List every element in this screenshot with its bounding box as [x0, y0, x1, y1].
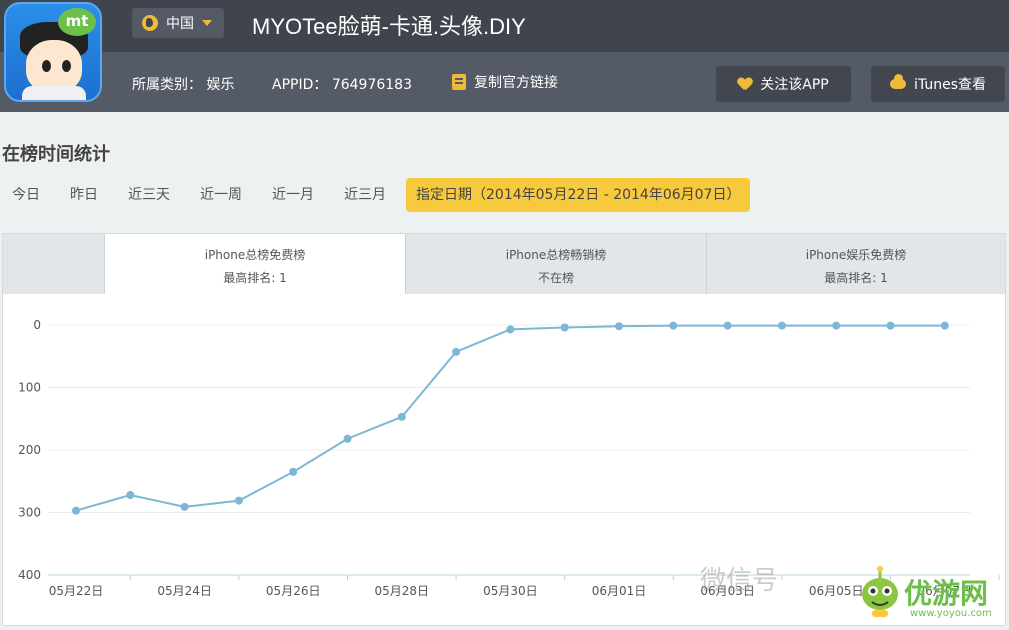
- data-point: [289, 467, 298, 476]
- globe-icon: [142, 15, 158, 31]
- range-tab-yesterday[interactable]: 昨日: [70, 187, 98, 203]
- range-tab-week[interactable]: 近一周: [200, 187, 242, 203]
- chart-panel: iPhone总榜免费榜 最高排名: 1 iPhone总榜畅销榜 不在榜 iPho…: [2, 233, 1006, 626]
- copy-official-link[interactable]: 复制官方链接: [452, 72, 558, 92]
- tab-title: iPhone总榜免费榜: [204, 248, 306, 262]
- document-icon: [452, 74, 466, 90]
- heart-icon: [738, 78, 752, 91]
- chevron-down-icon: [202, 20, 212, 26]
- range-tab-today[interactable]: 今日: [12, 187, 40, 203]
- tab-iphone-grossing[interactable]: iPhone总榜畅销榜 不在榜: [405, 234, 706, 294]
- x-tick-label: 05月22日: [49, 584, 104, 598]
- app-header: mt 中国 MYOTee脸萌-卡通.头像.DIY 所属类别： 娱乐 APPID：…: [0, 0, 1009, 112]
- tab-sub: 最高排名: 1: [223, 271, 287, 285]
- brand-name: 优游网: [904, 577, 989, 610]
- x-tick-label: 05月30日: [483, 584, 538, 598]
- app-icon: mt: [4, 2, 102, 102]
- data-point: [126, 491, 135, 499]
- section-title: 在榜时间统计: [2, 144, 110, 165]
- appid-value: 764976183: [331, 77, 412, 93]
- x-tick-label: 06月05日: [809, 584, 864, 598]
- region-selector[interactable]: 中国: [132, 8, 224, 38]
- icon-body: [22, 86, 86, 100]
- icon-eye-right: [62, 60, 71, 72]
- x-tick-label: 05月28日: [375, 584, 430, 598]
- wechat-watermark: 微信号: [700, 566, 779, 596]
- y-tick-label: 0: [33, 318, 41, 332]
- rank-line-chart: 0 100 200 300 400 05月22日 05月24日 05月26日 05月28日 05月…: [18, 318, 1000, 598]
- x-tick-label: 06月01日: [592, 584, 647, 598]
- range-tab-month[interactable]: 近一月: [272, 187, 314, 203]
- x-tick-label: 06月07日: [918, 584, 973, 598]
- mascot-icon: [862, 566, 898, 617]
- data-point: [234, 496, 243, 505]
- mt-badge-icon: mt: [58, 8, 96, 36]
- data-point: [397, 412, 406, 421]
- y-tick-label: 200: [18, 443, 41, 457]
- appid-label: APPID：: [272, 77, 328, 93]
- range-tab-3months[interactable]: 近三月: [344, 187, 386, 203]
- copy-link-label: 复制官方链接: [474, 75, 558, 91]
- data-point: [615, 322, 623, 331]
- data-point: [886, 321, 895, 330]
- appid-info: APPID： 764976183: [272, 74, 412, 94]
- app-title: MYOTee脸萌-卡通.头像.DIY: [252, 14, 526, 39]
- range-tab-3days[interactable]: 近三天: [128, 187, 170, 203]
- itunes-label: iTunes查看: [914, 77, 986, 93]
- data-point: [506, 325, 515, 334]
- data-point: [669, 321, 678, 330]
- follow-app-button[interactable]: 关注该APP: [716, 66, 851, 102]
- follow-label: 关注该APP: [760, 77, 829, 93]
- tab-iphone-free[interactable]: iPhone总榜免费榜 最高排名: 1: [104, 234, 405, 294]
- data-point: [723, 321, 732, 330]
- itunes-view-button[interactable]: iTunes查看: [871, 66, 1005, 102]
- data-point: [180, 502, 189, 511]
- y-tick-label: 100: [18, 381, 41, 395]
- data-point: [72, 506, 80, 515]
- brand-url: www.yoyou.com: [910, 608, 992, 619]
- data-point: [777, 321, 786, 330]
- tab-title: iPhone娱乐免费榜: [805, 248, 907, 262]
- brand-logo: 优游网 www.yoyou.com: [852, 560, 1004, 626]
- data-point: [832, 321, 841, 330]
- y-tick-label: 300: [18, 506, 41, 520]
- chart-tabs: iPhone总榜免费榜 最高排名: 1 iPhone总榜畅销榜 不在榜 iPho…: [3, 234, 1005, 294]
- cloud-icon: [890, 74, 907, 89]
- tab-iphone-entertainment-free[interactable]: iPhone娱乐免费榜 最高排名: 1: [706, 234, 1005, 294]
- data-point: [452, 347, 461, 356]
- tab-title: iPhone总榜畅销榜: [505, 248, 607, 262]
- icon-eye-left: [42, 60, 51, 72]
- icon-face: [26, 40, 82, 92]
- category-value: 娱乐: [206, 77, 235, 93]
- data-point: [343, 434, 352, 443]
- data-point: [560, 323, 569, 332]
- category-info: 所属类别： 娱乐: [132, 74, 234, 94]
- data-point: [940, 321, 949, 330]
- category-label: 所属类别：: [132, 77, 202, 93]
- x-tick-label: 05月24日: [157, 584, 212, 598]
- range-tab-custom-date[interactable]: 指定日期（2014年05月22日 - 2014年06月07日）: [406, 178, 751, 212]
- x-tick-label: 06月03日: [700, 584, 755, 598]
- y-tick-label: 400: [18, 568, 41, 582]
- tab-sub: 最高排名: 1: [824, 271, 888, 285]
- series-line: [75, 324, 945, 512]
- tab-sub: 不在榜: [537, 271, 574, 285]
- region-label: 中国: [166, 16, 194, 32]
- x-tick-label: 05月26日: [266, 584, 321, 598]
